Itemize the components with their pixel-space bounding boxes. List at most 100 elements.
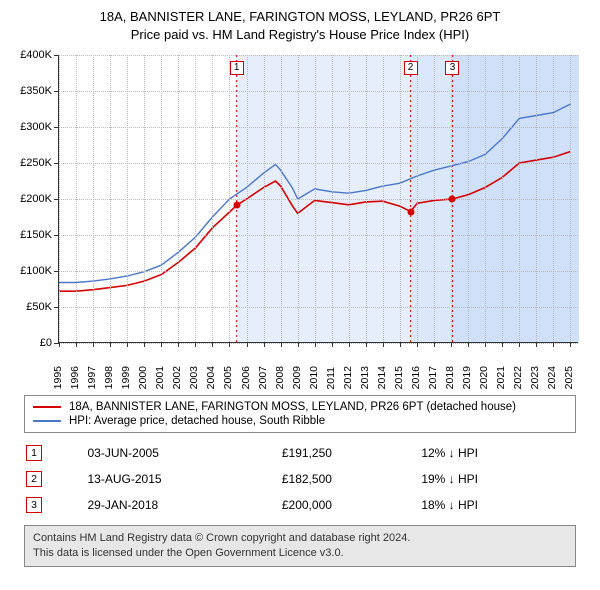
gridline-v — [536, 55, 537, 342]
x-axis-label: 2010 — [308, 366, 320, 389]
x-axis-label: 2020 — [478, 366, 490, 389]
x-axis-label: 2008 — [274, 366, 286, 389]
legend-label: HPI: Average price, detached house, Sout… — [69, 415, 325, 427]
x-axis-label: 2016 — [410, 366, 422, 389]
gridline-v — [264, 55, 265, 342]
x-axis-label: 2024 — [546, 366, 558, 389]
y-axis-label: £350K — [10, 85, 52, 97]
transaction-marker-box: 2 — [404, 61, 418, 75]
x-axis-label: 2017 — [427, 366, 439, 389]
gridline-v — [195, 55, 196, 342]
gridline-h — [59, 163, 578, 164]
table-row: 329-JAN-2018£200,00018% ↓ HPI — [26, 493, 574, 517]
x-axis-label: 1998 — [103, 366, 115, 389]
y-axis-label: £200K — [10, 193, 52, 205]
x-axis-label: 2009 — [291, 366, 303, 389]
price-dot — [407, 208, 414, 215]
gridline-v — [400, 55, 401, 342]
gridline-v — [315, 55, 316, 342]
table-row: 2 13-AUG-2015£182,50019% ↓ HPI — [26, 467, 574, 491]
gridline-h — [59, 127, 578, 128]
gridline-v — [332, 55, 333, 342]
transactions-table: 1 03-JUN-2005£191,25012% ↓ HPI 2 13-AUG-201… — [24, 439, 576, 519]
transaction-date: 29-JAN-2018 — [88, 493, 280, 517]
x-axis-label: 1999 — [120, 366, 132, 389]
gridline-v — [366, 55, 367, 342]
notice-line-1: Contains HM Land Registry data © Crown c… — [33, 531, 567, 546]
legend-label: 18A, BANNISTER LANE, FARINGTON MOSS, LEY… — [69, 401, 516, 413]
title-line-2: Price paid vs. HM Land Registry's House … — [10, 26, 590, 44]
price-dot — [233, 202, 240, 209]
chart-area: £0£50K£100K£150K£200K£250K£300K£350K£400… — [10, 49, 590, 389]
x-axis-label: 2002 — [171, 366, 183, 389]
transaction-delta: 18% ↓ HPI — [421, 493, 574, 517]
gridline-v — [485, 55, 486, 342]
x-axis-label: 1995 — [52, 366, 64, 389]
notice-line-2: This data is licensed under the Open Gov… — [33, 546, 567, 561]
y-axis-label: £250K — [10, 157, 52, 169]
gridline-v — [298, 55, 299, 342]
y-axis-label: £400K — [10, 49, 52, 61]
gridline-v — [468, 55, 469, 342]
gridline-h — [59, 55, 578, 56]
x-axis-label: 2005 — [222, 366, 234, 389]
x-axis-label: 2006 — [240, 366, 252, 389]
y-axis-label: £100K — [10, 265, 52, 277]
gridline-v — [247, 55, 248, 342]
gridline-v — [281, 55, 282, 342]
transaction-date: 03-JUN-2005 — [88, 441, 280, 465]
gridline-v — [417, 55, 418, 342]
x-axis-label: 1996 — [69, 366, 81, 389]
gridline-h — [59, 199, 578, 200]
x-axis-label: 1997 — [86, 366, 98, 389]
gridline-h — [59, 307, 578, 308]
transaction-delta: 19% ↓ HPI — [421, 467, 574, 491]
gridline-v — [383, 55, 384, 342]
gridline-v — [161, 55, 162, 342]
x-axis-label: 2018 — [444, 366, 456, 389]
title-line-1: 18A, BANNISTER LANE, FARINGTON MOSS, LEY… — [10, 8, 590, 26]
title-block: 18A, BANNISTER LANE, FARINGTON MOSS, LEY… — [10, 8, 590, 43]
x-axis-label: 2000 — [137, 366, 149, 389]
x-axis-label: 2025 — [563, 366, 575, 389]
gridline-v — [229, 55, 230, 342]
transaction-number-box: 1 — [26, 445, 42, 461]
transaction-marker-box: 1 — [230, 61, 244, 75]
x-axis-label: 2023 — [529, 366, 541, 389]
y-axis-label: £50K — [10, 301, 52, 313]
gridline-v — [502, 55, 503, 342]
transaction-number-box: 2 — [26, 471, 42, 487]
gridline-v — [93, 55, 94, 342]
x-axis-label: 2007 — [257, 366, 269, 389]
x-axis-label: 2013 — [359, 366, 371, 389]
x-axis-label: 2021 — [495, 366, 507, 389]
transaction-price: £191,250 — [282, 441, 419, 465]
x-axis-label: 2015 — [393, 366, 405, 389]
gridline-v — [212, 55, 213, 342]
transaction-delta: 12% ↓ HPI — [421, 441, 574, 465]
gridline-h — [59, 235, 578, 236]
x-axis-label: 2003 — [188, 366, 200, 389]
transaction-price: £182,500 — [282, 467, 419, 491]
gridline-v — [519, 55, 520, 342]
transaction-date: 13-AUG-2015 — [88, 467, 280, 491]
table-row: 1 03-JUN-2005£191,25012% ↓ HPI — [26, 441, 574, 465]
gridline-h — [59, 91, 578, 92]
transaction-number-box: 3 — [26, 497, 42, 513]
x-axis-label: 2014 — [376, 366, 388, 389]
y-axis-label: £150K — [10, 229, 52, 241]
x-axis-label: 2004 — [205, 366, 217, 389]
legend-swatch — [33, 420, 61, 422]
x-axis-label: 2011 — [325, 367, 337, 390]
legend-row: HPI: Average price, detached house, Sout… — [33, 414, 567, 428]
x-axis-label: 2022 — [512, 366, 524, 389]
y-axis-label: £0 — [10, 337, 52, 349]
plot-area: 123 — [58, 55, 578, 343]
gridline-v — [76, 55, 77, 342]
licence-notice: Contains HM Land Registry data © Crown c… — [24, 525, 576, 567]
gridline-h — [59, 343, 578, 344]
gridline-v — [434, 55, 435, 342]
gridline-v — [178, 55, 179, 342]
gridline-h — [59, 271, 578, 272]
x-axis-label: 2012 — [342, 366, 354, 389]
